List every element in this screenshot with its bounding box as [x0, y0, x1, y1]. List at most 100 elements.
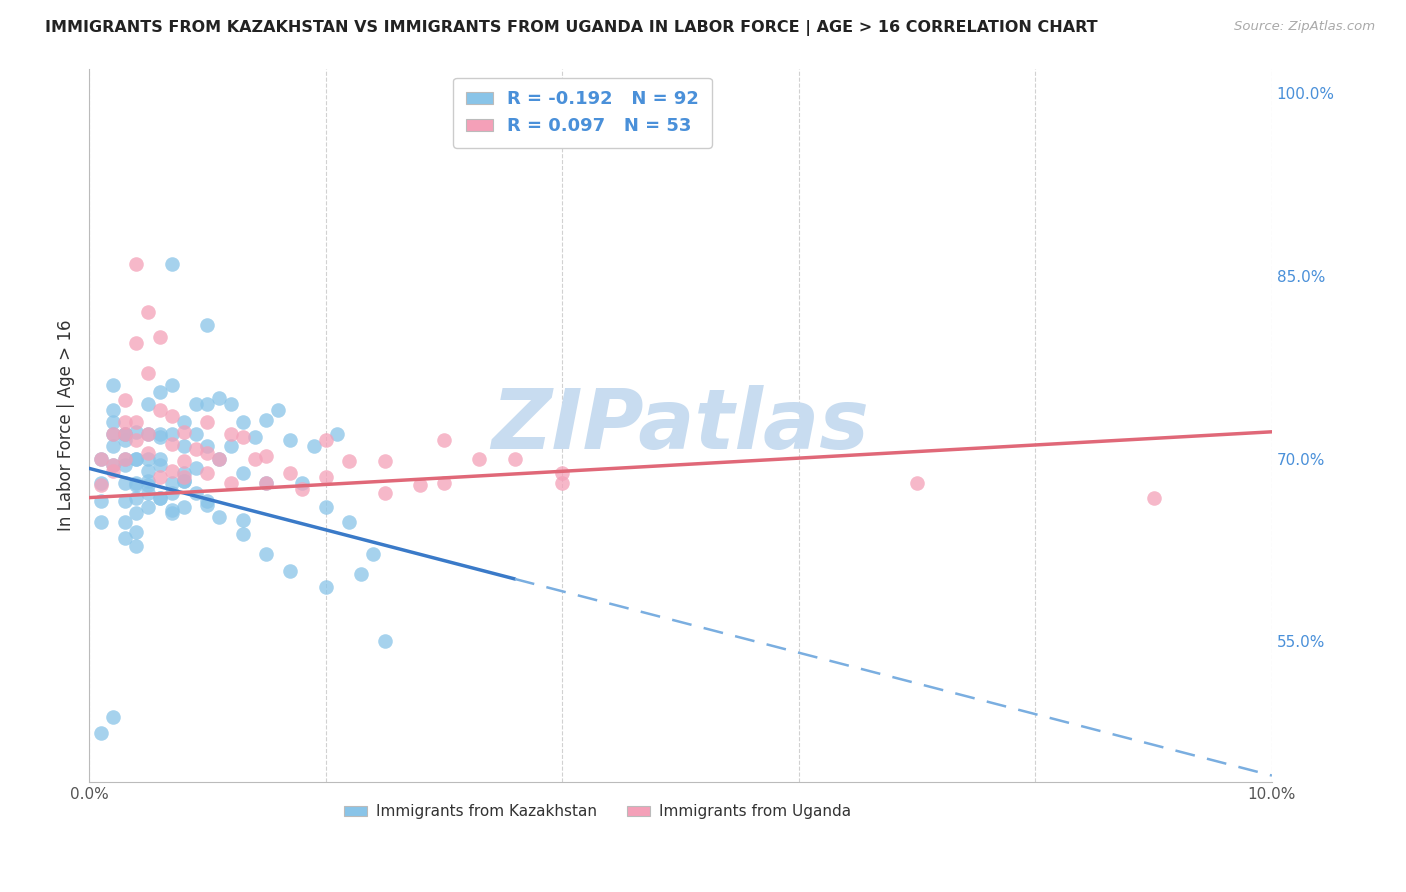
Point	[195, 445, 218, 459]
Point	[125, 524, 148, 539]
Point	[136, 427, 159, 442]
Point	[90, 451, 112, 466]
Point	[114, 451, 136, 466]
Point	[173, 439, 195, 453]
Point	[114, 494, 136, 508]
Point	[195, 494, 218, 508]
Point	[256, 412, 278, 426]
Point	[136, 485, 159, 500]
Point	[361, 547, 384, 561]
Point	[337, 454, 360, 468]
Point	[195, 415, 218, 429]
Point	[125, 415, 148, 429]
Point	[256, 449, 278, 463]
Point	[278, 467, 301, 481]
Point	[195, 467, 218, 481]
Point	[232, 512, 254, 526]
Point	[173, 415, 195, 429]
Point	[149, 491, 172, 505]
Point	[101, 710, 124, 724]
Point	[315, 434, 337, 448]
Point	[101, 458, 124, 472]
Point	[136, 478, 159, 492]
Point	[136, 464, 159, 478]
Point	[232, 430, 254, 444]
Point	[232, 467, 254, 481]
Point	[219, 475, 242, 490]
Point	[125, 507, 148, 521]
Point	[101, 427, 124, 442]
Point	[90, 478, 112, 492]
Point	[149, 427, 172, 442]
Point	[136, 366, 159, 380]
Point	[503, 451, 526, 466]
Point	[173, 470, 195, 484]
Point	[160, 427, 183, 442]
Point	[173, 500, 195, 515]
Point	[125, 256, 148, 270]
Point	[136, 500, 159, 515]
Point	[195, 397, 218, 411]
Point	[149, 430, 172, 444]
Text: IMMIGRANTS FROM KAZAKHSTAN VS IMMIGRANTS FROM UGANDA IN LABOR FORCE | AGE > 16 C: IMMIGRANTS FROM KAZAKHSTAN VS IMMIGRANTS…	[45, 20, 1098, 36]
Point	[208, 451, 231, 466]
Point	[90, 475, 112, 490]
Point	[160, 378, 183, 392]
Point	[208, 391, 231, 405]
Point	[256, 475, 278, 490]
Point	[184, 397, 207, 411]
Point	[1142, 491, 1164, 505]
Point	[125, 335, 148, 350]
Point	[114, 393, 136, 408]
Point	[114, 427, 136, 442]
Point	[114, 458, 136, 472]
Point	[136, 427, 159, 442]
Legend: Immigrants from Kazakhstan, Immigrants from Uganda: Immigrants from Kazakhstan, Immigrants f…	[337, 798, 858, 825]
Point	[125, 434, 148, 448]
Point	[173, 474, 195, 488]
Point	[114, 531, 136, 545]
Point	[149, 458, 172, 472]
Point	[278, 434, 301, 448]
Point	[101, 464, 124, 478]
Point	[173, 474, 195, 488]
Point	[90, 726, 112, 740]
Point	[125, 425, 148, 439]
Point	[315, 470, 337, 484]
Point	[90, 451, 112, 466]
Point	[184, 427, 207, 442]
Point	[149, 402, 172, 417]
Point	[160, 507, 183, 521]
Point	[160, 464, 183, 478]
Point	[160, 409, 183, 423]
Point	[374, 454, 396, 468]
Point	[125, 491, 148, 505]
Point	[219, 397, 242, 411]
Point	[101, 427, 124, 442]
Point	[160, 437, 183, 451]
Point	[101, 402, 124, 417]
Point	[114, 451, 136, 466]
Point	[136, 451, 159, 466]
Point	[114, 427, 136, 442]
Point	[125, 475, 148, 490]
Point	[278, 564, 301, 578]
Point	[232, 527, 254, 541]
Point	[468, 451, 491, 466]
Point	[409, 478, 432, 492]
Point	[125, 451, 148, 466]
Text: Source: ZipAtlas.com: Source: ZipAtlas.com	[1234, 20, 1375, 33]
Point	[149, 384, 172, 399]
Point	[195, 498, 218, 512]
Point	[291, 482, 314, 496]
Point	[90, 515, 112, 529]
Point	[160, 503, 183, 517]
Point	[326, 427, 349, 442]
Point	[374, 634, 396, 648]
Point	[173, 467, 195, 481]
Point	[125, 478, 148, 492]
Point	[149, 329, 172, 343]
Y-axis label: In Labor Force | Age > 16: In Labor Force | Age > 16	[58, 319, 75, 531]
Point	[551, 467, 574, 481]
Point	[433, 434, 456, 448]
